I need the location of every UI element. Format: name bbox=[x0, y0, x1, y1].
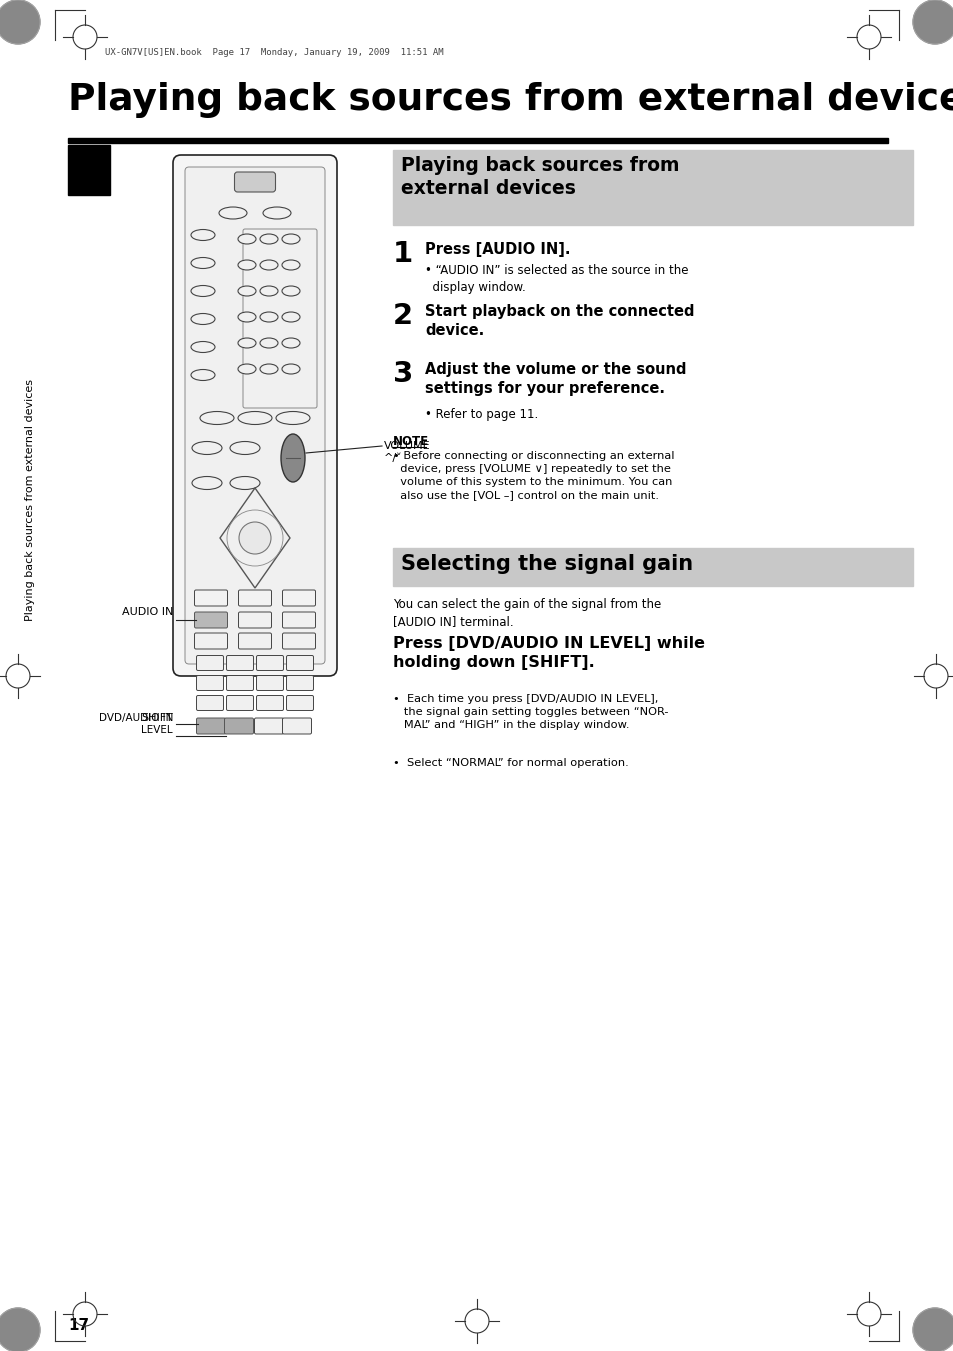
Circle shape bbox=[239, 521, 271, 554]
Ellipse shape bbox=[191, 313, 214, 324]
Ellipse shape bbox=[230, 477, 260, 489]
Text: •  Each time you press [DVD/AUDIO IN LEVEL],
   the signal gain setting toggles : • Each time you press [DVD/AUDIO IN LEVE… bbox=[393, 694, 668, 730]
Ellipse shape bbox=[282, 312, 299, 322]
FancyBboxPatch shape bbox=[226, 655, 253, 670]
Text: AUDIO IN: AUDIO IN bbox=[121, 607, 172, 617]
Circle shape bbox=[0, 0, 40, 45]
Ellipse shape bbox=[260, 312, 277, 322]
FancyBboxPatch shape bbox=[234, 172, 275, 192]
FancyBboxPatch shape bbox=[194, 590, 227, 607]
Ellipse shape bbox=[219, 207, 247, 219]
FancyBboxPatch shape bbox=[226, 676, 253, 690]
FancyBboxPatch shape bbox=[256, 655, 283, 670]
Circle shape bbox=[912, 1308, 953, 1351]
FancyBboxPatch shape bbox=[286, 655, 314, 670]
Ellipse shape bbox=[237, 338, 255, 349]
Text: • Refer to page 11.: • Refer to page 11. bbox=[424, 408, 537, 422]
FancyBboxPatch shape bbox=[282, 590, 315, 607]
Text: Press [AUDIO IN].: Press [AUDIO IN]. bbox=[424, 242, 570, 257]
Text: NOTE: NOTE bbox=[393, 435, 429, 449]
FancyBboxPatch shape bbox=[194, 612, 227, 628]
Ellipse shape bbox=[281, 434, 305, 482]
Ellipse shape bbox=[260, 259, 277, 270]
Ellipse shape bbox=[260, 286, 277, 296]
Text: •  Select “NORMAL” for normal operation.: • Select “NORMAL” for normal operation. bbox=[393, 758, 628, 767]
FancyBboxPatch shape bbox=[224, 717, 253, 734]
Text: VOLUME
^∕˅: VOLUME ^∕˅ bbox=[384, 440, 430, 463]
Ellipse shape bbox=[192, 442, 222, 454]
Ellipse shape bbox=[200, 412, 233, 424]
Circle shape bbox=[0, 1308, 40, 1351]
Ellipse shape bbox=[191, 342, 214, 353]
Text: Press [DVD/AUDIO IN LEVEL] while
holding down [SHIFT].: Press [DVD/AUDIO IN LEVEL] while holding… bbox=[393, 636, 704, 670]
Ellipse shape bbox=[237, 286, 255, 296]
FancyBboxPatch shape bbox=[226, 696, 253, 711]
Bar bbox=[393, 150, 912, 226]
Ellipse shape bbox=[191, 258, 214, 269]
Bar bbox=[68, 145, 110, 195]
Polygon shape bbox=[220, 488, 290, 588]
Text: DVD/AUDIO IN
LEVEL: DVD/AUDIO IN LEVEL bbox=[98, 713, 172, 735]
Ellipse shape bbox=[230, 442, 260, 454]
Text: 3: 3 bbox=[393, 359, 413, 388]
FancyBboxPatch shape bbox=[286, 696, 314, 711]
Ellipse shape bbox=[237, 412, 272, 424]
Ellipse shape bbox=[260, 234, 277, 245]
FancyBboxPatch shape bbox=[196, 696, 223, 711]
FancyBboxPatch shape bbox=[196, 676, 223, 690]
FancyBboxPatch shape bbox=[238, 634, 272, 648]
Text: 17: 17 bbox=[68, 1319, 89, 1333]
FancyBboxPatch shape bbox=[282, 612, 315, 628]
Text: Playing back sources from external devices: Playing back sources from external devic… bbox=[25, 380, 35, 621]
Text: 1: 1 bbox=[393, 240, 413, 267]
Circle shape bbox=[912, 0, 953, 45]
Ellipse shape bbox=[263, 207, 291, 219]
Ellipse shape bbox=[237, 312, 255, 322]
Ellipse shape bbox=[282, 234, 299, 245]
FancyBboxPatch shape bbox=[282, 717, 312, 734]
Ellipse shape bbox=[191, 370, 214, 381]
FancyBboxPatch shape bbox=[256, 696, 283, 711]
Bar bbox=[393, 549, 912, 586]
FancyBboxPatch shape bbox=[286, 676, 314, 690]
Ellipse shape bbox=[237, 259, 255, 270]
Ellipse shape bbox=[282, 338, 299, 349]
Ellipse shape bbox=[191, 230, 214, 240]
Text: You can select the gain of the signal from the
[AUDIO IN] terminal.: You can select the gain of the signal fr… bbox=[393, 598, 660, 628]
Ellipse shape bbox=[260, 363, 277, 374]
FancyBboxPatch shape bbox=[185, 168, 325, 663]
FancyBboxPatch shape bbox=[238, 590, 272, 607]
Bar bbox=[68, 138, 887, 143]
Ellipse shape bbox=[191, 285, 214, 296]
Text: SHIFT: SHIFT bbox=[141, 713, 172, 723]
Ellipse shape bbox=[282, 286, 299, 296]
Text: Selecting the signal gain: Selecting the signal gain bbox=[400, 554, 693, 574]
Text: UX-GN7V[US]EN.book  Page 17  Monday, January 19, 2009  11:51 AM: UX-GN7V[US]EN.book Page 17 Monday, Janua… bbox=[105, 49, 443, 57]
FancyBboxPatch shape bbox=[254, 717, 283, 734]
Ellipse shape bbox=[260, 338, 277, 349]
FancyBboxPatch shape bbox=[256, 676, 283, 690]
Ellipse shape bbox=[192, 477, 222, 489]
Ellipse shape bbox=[282, 259, 299, 270]
Ellipse shape bbox=[282, 363, 299, 374]
FancyBboxPatch shape bbox=[196, 717, 225, 734]
FancyBboxPatch shape bbox=[194, 634, 227, 648]
Ellipse shape bbox=[237, 363, 255, 374]
Text: Playing back sources from external devices: Playing back sources from external devic… bbox=[68, 82, 953, 118]
FancyBboxPatch shape bbox=[172, 155, 336, 676]
FancyBboxPatch shape bbox=[282, 634, 315, 648]
Text: Start playback on the connected
device.: Start playback on the connected device. bbox=[424, 304, 694, 338]
Text: Adjust the volume or the sound
settings for your preference.: Adjust the volume or the sound settings … bbox=[424, 362, 686, 396]
Text: 2: 2 bbox=[393, 303, 413, 330]
Ellipse shape bbox=[237, 234, 255, 245]
Text: • “AUDIO IN” is selected as the source in the
  display window.: • “AUDIO IN” is selected as the source i… bbox=[424, 263, 688, 293]
FancyBboxPatch shape bbox=[238, 612, 272, 628]
Text: Playing back sources from
external devices: Playing back sources from external devic… bbox=[400, 155, 679, 199]
Text: • Before connecting or disconnecting an external
  device, press [VOLUME ∨] repe: • Before connecting or disconnecting an … bbox=[393, 451, 674, 500]
Ellipse shape bbox=[275, 412, 310, 424]
FancyBboxPatch shape bbox=[196, 655, 223, 670]
